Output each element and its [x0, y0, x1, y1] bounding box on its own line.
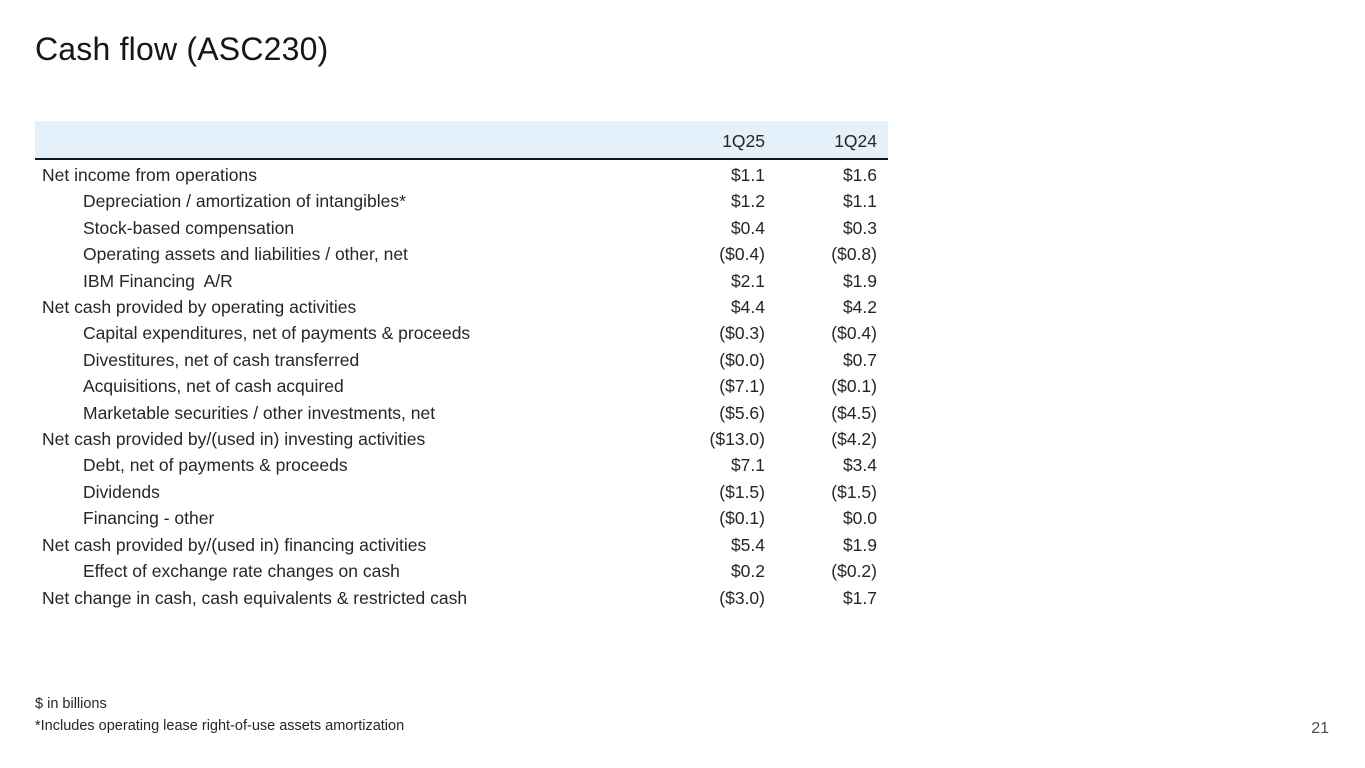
- row-value-1q24: ($0.4): [831, 323, 877, 344]
- row-value-1q25: ($0.4): [719, 244, 765, 265]
- footnote-asterisk: *Includes operating lease right-of-use a…: [35, 717, 405, 734]
- column-header-1q24: 1Q24: [834, 131, 877, 151]
- row-value-1q25: ($5.6): [719, 402, 765, 423]
- row-value-1q25: ($13.0): [709, 429, 765, 450]
- table-row: Net cash provided by operating activitie…: [35, 294, 888, 320]
- row-value-1q25: ($0.0): [719, 349, 765, 370]
- table-row: Net change in cash, cash equivalents & r…: [35, 585, 888, 611]
- row-value-1q24: $1.7: [842, 587, 877, 608]
- row-value-1q24: $4.2: [842, 297, 877, 318]
- row-value-1q24: ($4.5): [831, 402, 877, 423]
- footnote-units: $ in billions: [35, 696, 107, 712]
- row-value-1q24: $1.1: [842, 191, 877, 212]
- cash-flow-table: 1Q25 1Q24 Net income from operations $1.1…: [35, 121, 888, 611]
- row-label: Dividends: [83, 481, 160, 502]
- table-row: Net income from operations $1.1 $1.6: [35, 162, 888, 188]
- row-label: Acquisitions, net of cash acquired: [83, 376, 344, 397]
- row-label: Net cash provided by/(used in) financing…: [42, 534, 427, 555]
- row-label: Net change in cash, cash equivalents & r…: [42, 587, 468, 608]
- row-label: Stock-based compensation: [83, 217, 295, 238]
- row-value-1q25: $0.4: [730, 217, 765, 238]
- row-value-1q25: ($1.5): [719, 481, 765, 502]
- column-header-spacer: [35, 152, 665, 158]
- table-row: Capital expenditures, net of payments & …: [35, 320, 888, 346]
- row-label: Net cash provided by/(used in) investing…: [42, 429, 426, 450]
- row-value-1q25: ($0.3): [719, 323, 765, 344]
- table-row: Depreciation / amortization of intangibl…: [35, 188, 888, 214]
- column-header-1q25: 1Q25: [722, 131, 765, 151]
- row-value-1q24: $1.9: [842, 534, 877, 555]
- table-row: Net cash provided by/(used in) financing…: [35, 532, 888, 558]
- row-label: Capital expenditures, net of payments & …: [83, 323, 471, 344]
- row-label: Marketable securities / other investment…: [83, 402, 436, 423]
- table-header-row: 1Q25 1Q24: [35, 121, 888, 160]
- row-label: Divestitures, net of cash transferred: [83, 349, 360, 370]
- row-value-1q25: $4.4: [730, 297, 765, 318]
- table-row: Net cash provided by/(used in) investing…: [35, 426, 888, 452]
- row-value-1q24: $1.9: [842, 270, 877, 291]
- row-label: Net cash provided by operating activitie…: [42, 297, 357, 318]
- row-label: Effect of exchange rate changes on cash: [83, 561, 400, 582]
- row-value-1q25: ($3.0): [719, 587, 765, 608]
- row-value-1q25: $2.1: [730, 270, 765, 291]
- table-row: Dividends ($1.5) ($1.5): [35, 479, 888, 505]
- slide-title: Cash flow (ASC230): [35, 31, 329, 67]
- table-row: Divestitures, net of cash transferred ($0…: [35, 347, 888, 373]
- row-value-1q24: $0.0: [842, 508, 877, 529]
- table-row: Debt, net of payments & proceeds $7.1 $3.4: [35, 452, 888, 478]
- row-value-1q25: ($0.1): [719, 508, 765, 529]
- row-label: Debt, net of payments & proceeds: [83, 455, 348, 476]
- row-label: Operating assets and liabilities / other…: [83, 244, 408, 265]
- row-value-1q25: ($7.1): [719, 376, 765, 397]
- table-row: IBM Financing A/R $2.1 $1.9: [35, 268, 888, 294]
- row-value-1q24: $3.4: [842, 455, 877, 476]
- row-value-1q25: $1.2: [730, 191, 765, 212]
- row-value-1q24: ($1.5): [831, 481, 877, 502]
- row-value-1q24: ($0.8): [831, 244, 877, 265]
- row-label: Depreciation / amortization of intangibl…: [83, 191, 406, 212]
- table-body: Net income from operations $1.1 $1.6 Deprec…: [35, 160, 888, 611]
- table-row: Acquisitions, net of cash acquired ($7.1)…: [35, 373, 888, 399]
- row-value-1q24: $0.3: [842, 217, 877, 238]
- table-row: Stock-based compensation $0.4 $0.3: [35, 215, 888, 241]
- row-value-1q24: ($0.1): [831, 376, 877, 397]
- row-label: Financing - other: [83, 508, 215, 529]
- row-label: IBM Financing A/R: [83, 270, 233, 291]
- row-value-1q24: ($0.2): [831, 561, 877, 582]
- table-row: Operating assets and liabilities / other…: [35, 241, 888, 267]
- table-row: Marketable securities / other investment…: [35, 400, 888, 426]
- row-label: Net income from operations: [42, 165, 257, 185]
- row-value-1q25: $0.2: [730, 561, 765, 582]
- row-value-1q25: $5.4: [730, 534, 765, 555]
- footnotes: $ in billions *Includes operating lease …: [35, 694, 404, 737]
- row-value-1q24: $1.6: [842, 165, 877, 185]
- page-number: 21: [1311, 720, 1329, 737]
- row-value-1q24: ($4.2): [831, 429, 877, 450]
- table-row: Financing - other ($0.1) $0.0: [35, 505, 888, 531]
- row-value-1q25: $1.1: [730, 165, 765, 185]
- table-row: Effect of exchange rate changes on cash $…: [35, 558, 888, 584]
- row-value-1q25: $7.1: [730, 455, 765, 476]
- row-value-1q24: $0.7: [842, 349, 877, 370]
